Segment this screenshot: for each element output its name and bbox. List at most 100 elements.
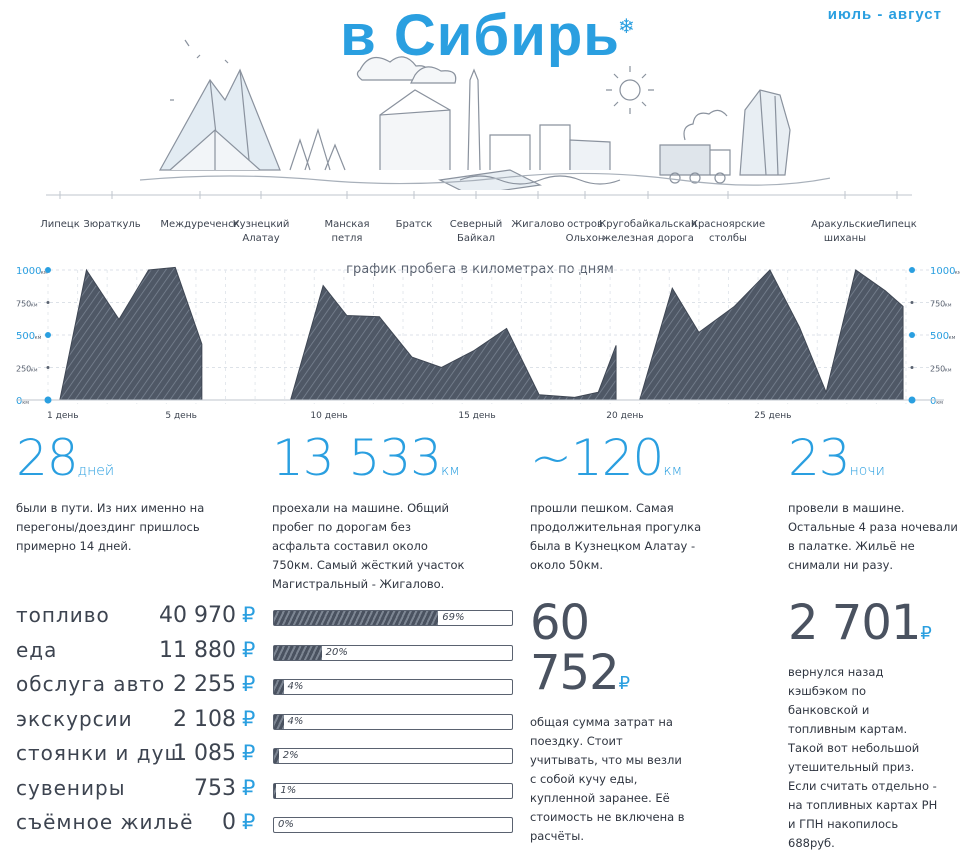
place-label: Братск xyxy=(395,219,433,230)
expense-percent: 2% xyxy=(282,750,299,761)
y-tick-unit: км xyxy=(41,270,48,276)
mileage-area xyxy=(289,284,617,401)
mileage-area xyxy=(59,266,203,401)
chart-title: график пробега в километрах по дням xyxy=(346,262,614,277)
y-tick-label: 0 xyxy=(16,396,22,407)
y-tick-unit: км xyxy=(35,335,42,341)
places-timeline: Липецк Зюраткуль Междуреченск Кузнецкий Ала… xyxy=(0,185,960,255)
stat-km-walk: ~120км прошли пешком. Самая продолжитель… xyxy=(530,432,730,575)
place-label: остров Ольхон xyxy=(565,219,605,244)
y-tick-label: 750 xyxy=(16,300,31,309)
expense-percent: 4% xyxy=(287,715,304,727)
total-text: общая сумма затрат на поездку. Стоит учи… xyxy=(530,715,685,843)
expense-value: 753 xyxy=(194,775,236,801)
stat-km-car-unit: км xyxy=(440,463,460,479)
expense-currency: ₽ xyxy=(242,810,256,834)
stat-days-text: были в пути. Из них именно на перегоны/д… xyxy=(16,501,205,553)
stat-nights-unit: ночи xyxy=(849,463,885,479)
place-label: Аракульские шиханы xyxy=(811,219,879,244)
y-tick-label: 1000 xyxy=(930,266,955,277)
place-label: Липецк xyxy=(40,219,80,230)
expense-value: 2 255 xyxy=(173,672,236,697)
expense-value: 0 xyxy=(222,810,236,835)
place-label: Жигалово xyxy=(511,219,565,230)
x-tick-label: 1 день xyxy=(47,411,79,421)
expense-label: топливо xyxy=(16,603,110,627)
axis-end-dot xyxy=(44,396,52,404)
y-tick-label: 0 xyxy=(930,396,936,407)
expense-label: экскурсии xyxy=(16,706,133,731)
stat-days-unit: дней xyxy=(77,463,115,479)
y-axis-dot xyxy=(909,267,915,273)
expense-bar-fill xyxy=(274,611,439,625)
place-label: Манская петля xyxy=(324,219,370,244)
expense-percent: 20% xyxy=(325,646,348,658)
expense-bar-fill xyxy=(274,749,279,763)
expense-currency: ₽ xyxy=(242,637,256,662)
expense-row: стоянки и душ 1 085 ₽2% xyxy=(0,741,520,771)
expense-row: съёмное жильё 0 ₽0% xyxy=(0,810,520,840)
y-tick-unit: км xyxy=(31,368,38,374)
expense-row: обслуга авто 2 255 ₽4% xyxy=(0,672,520,702)
y-tick-unit: км xyxy=(955,270,960,276)
expense-label: съёмное жильё xyxy=(16,810,194,834)
expense-row: топливо 40 970 ₽69% xyxy=(0,603,520,633)
stat-km-walk-text: прошли пешком. Самая продолжительная про… xyxy=(530,501,702,572)
y-tick-label: 500 xyxy=(16,331,35,342)
snowflake-icon: ❄ xyxy=(618,14,635,38)
expense-value: 40 970 xyxy=(159,603,236,628)
total-number: 60 752 xyxy=(530,595,620,701)
y-axis-dot xyxy=(910,301,914,304)
expense-value: 1 085 xyxy=(173,741,236,766)
expense-value: 2 108 xyxy=(173,706,236,732)
y-tick-label: 250 xyxy=(930,365,945,374)
stat-km-car: 13 533км проехали на машине. Общий пробе… xyxy=(272,432,472,594)
x-tick-label: 5 день xyxy=(165,411,197,421)
expense-currency: ₽ xyxy=(242,603,256,627)
y-tick-label: 250 xyxy=(16,365,31,374)
cashback-text: вернулся назад кэшбэком по банковской и … xyxy=(788,665,938,850)
expense-row: сувениры 753 ₽1% xyxy=(0,776,520,806)
expense-label: стоянки и душ xyxy=(16,741,184,765)
cashback-currency: ₽ xyxy=(920,623,931,644)
y-tick-label: 500 xyxy=(930,331,949,342)
y-axis-dot xyxy=(46,301,50,304)
place-label: Северный Байкал xyxy=(449,219,503,244)
sketch-illustration xyxy=(139,39,830,190)
stat-km-walk-number: ~120 xyxy=(530,429,664,487)
expense-bar-fill xyxy=(274,714,284,729)
expense-bar: 4% xyxy=(273,713,513,730)
expense-percent: 69% xyxy=(442,612,465,623)
total-block: 60 752₽ общая сумма затрат на поездку. С… xyxy=(530,598,690,846)
place-label: Кузнецкий Алатау xyxy=(232,219,290,244)
y-tick-unit: км xyxy=(949,335,956,341)
expense-bar: 4% xyxy=(273,679,513,695)
expense-bar: 1% xyxy=(273,782,513,799)
expense-bar: 2% xyxy=(273,748,513,764)
place-label: Междуреченск xyxy=(160,219,240,230)
y-axis-dot xyxy=(45,267,51,273)
expense-bar-fill xyxy=(274,645,322,660)
y-axis-dot xyxy=(46,366,50,369)
expense-label: сувениры xyxy=(16,775,126,800)
axis-end-dot xyxy=(908,396,916,404)
y-axis-dot xyxy=(910,366,914,369)
stat-nights: 23ночи провели в машине. Остальные 4 раз… xyxy=(788,432,958,575)
y-tick-unit: км xyxy=(22,400,29,406)
expense-currency: ₽ xyxy=(242,672,256,696)
expense-bar-fill xyxy=(274,680,284,694)
stat-nights-number: 23 xyxy=(788,429,851,487)
stat-km-walk-unit: км xyxy=(663,463,683,479)
expense-percent: 0% xyxy=(278,819,294,830)
y-tick-unit: км xyxy=(945,368,952,374)
season-label: июль - август xyxy=(827,6,942,23)
expense-percent: 4% xyxy=(287,681,304,692)
y-axis-dot xyxy=(909,332,915,338)
cashback-block: 2 701₽ вернулся назад кэшбэком по банков… xyxy=(788,598,938,853)
timeline-axis xyxy=(46,191,912,199)
stat-km-car-text: проехали на машине. Общий пробег по доро… xyxy=(272,501,465,591)
place-label: Красноярские столбы xyxy=(690,219,766,244)
x-tick-label: 10 день xyxy=(310,411,347,421)
expense-bar-fill xyxy=(274,783,277,798)
